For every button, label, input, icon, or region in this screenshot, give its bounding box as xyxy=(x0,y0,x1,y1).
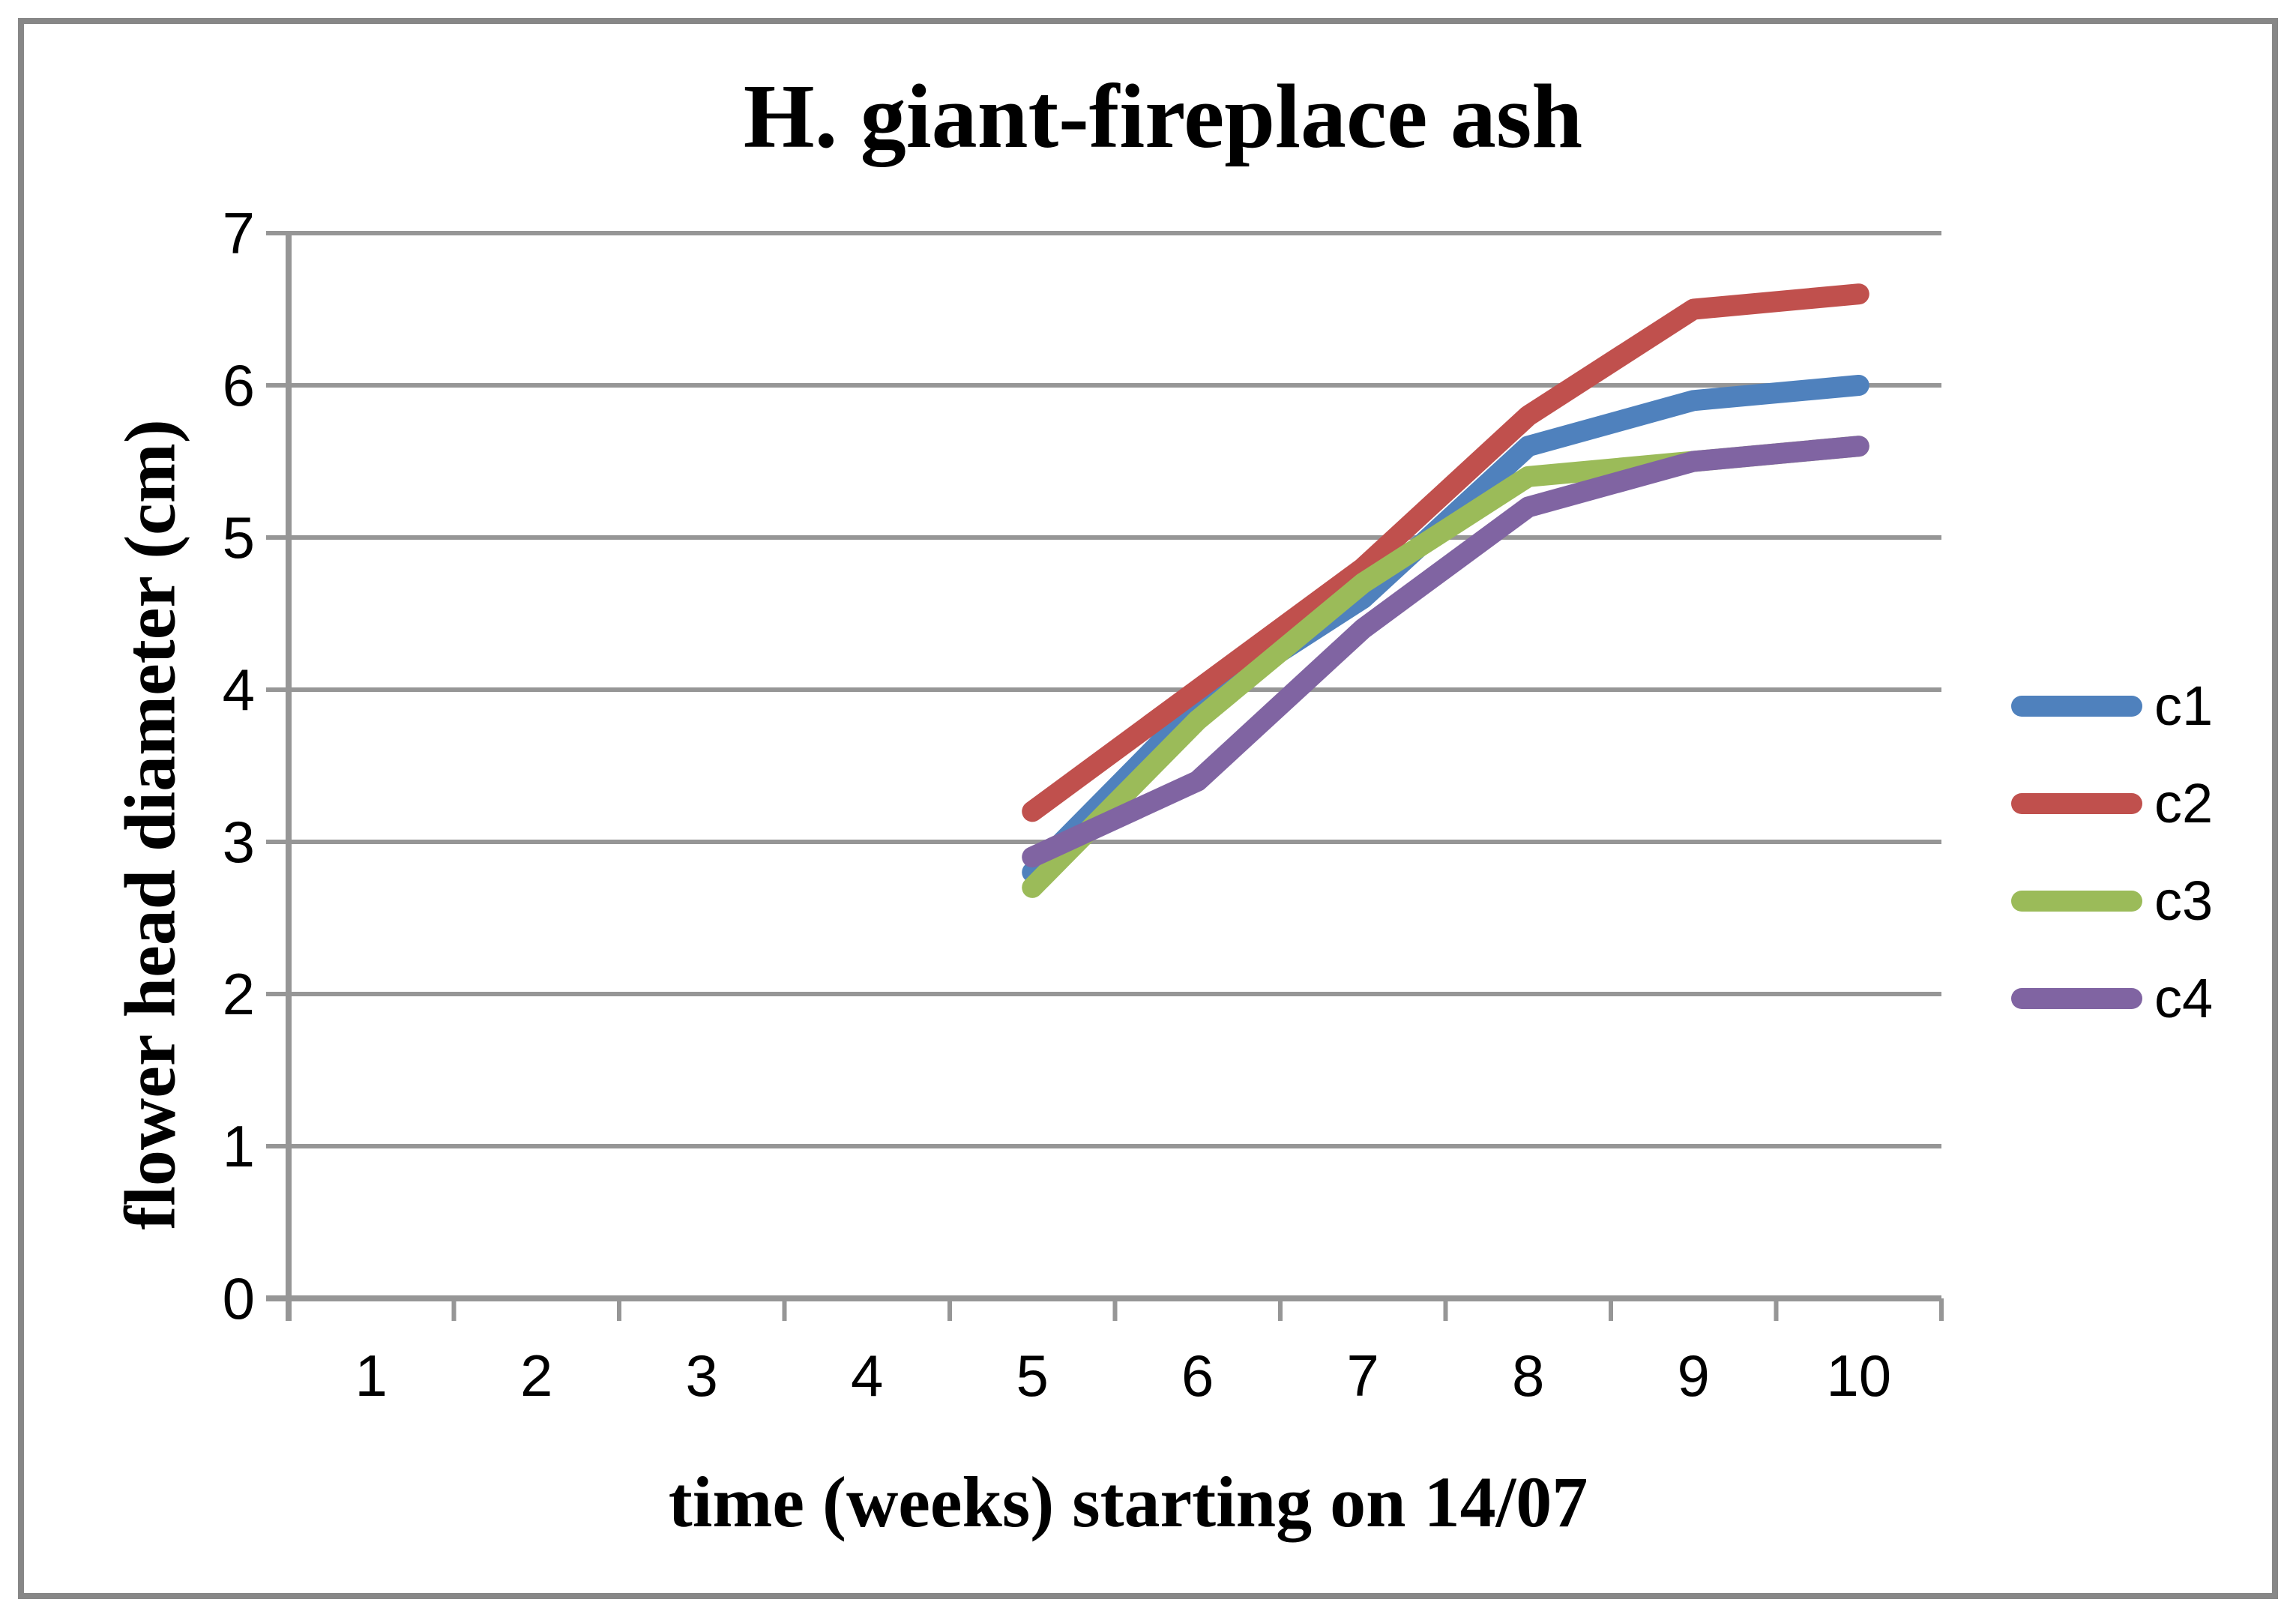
x-tick-label-6: 6 xyxy=(1181,1343,1214,1409)
legend-entry-c4: c4 xyxy=(2011,961,2213,1036)
y-tick-label-5: 5 xyxy=(223,505,255,570)
legend-label-c2: c2 xyxy=(2154,772,2214,834)
x-axis-title: time (weeks) starting on 14/07 xyxy=(0,1460,2256,1544)
legend-label-c1: c1 xyxy=(2154,675,2214,737)
series-line-c4 xyxy=(1022,436,1869,868)
x-tick-label-1: 1 xyxy=(355,1343,388,1409)
legend-entry-c2: c2 xyxy=(2011,766,2213,841)
y-tick-label-6: 6 xyxy=(223,352,255,418)
legend-swatch-c1 xyxy=(2011,696,2142,717)
legend-entry-c1: c1 xyxy=(2011,669,2213,744)
y-tick-label-0: 0 xyxy=(223,1265,255,1331)
x-tick-label-2: 2 xyxy=(520,1343,552,1409)
y-tick-label-4: 4 xyxy=(223,657,255,723)
chart-title: H. giant-fireplace ash xyxy=(743,66,1583,167)
legend-label-c4: c4 xyxy=(2154,967,2214,1029)
legend-label-c3: c3 xyxy=(2154,870,2214,932)
y-tick-label-7: 7 xyxy=(223,200,255,266)
legend-swatch-c2 xyxy=(2011,793,2142,814)
y-tick-label-2: 2 xyxy=(223,961,255,1027)
series-line-c2 xyxy=(1022,283,1869,822)
x-tick-label-7: 7 xyxy=(1347,1343,1379,1409)
y-tick-label-1: 1 xyxy=(223,1113,255,1179)
x-tick-label-4: 4 xyxy=(851,1343,883,1409)
legend-swatch-c4 xyxy=(2011,988,2142,1009)
x-tick-label-10: 10 xyxy=(1826,1343,1891,1409)
legend-swatch-c3 xyxy=(2011,891,2142,912)
x-tick-label-3: 3 xyxy=(686,1343,718,1409)
x-tick-label-5: 5 xyxy=(1016,1343,1049,1409)
chart-outer-border xyxy=(18,18,2278,1599)
x-tick-label-9: 9 xyxy=(1678,1343,1710,1409)
legend: c1 c2 c3 c4 xyxy=(2011,0,2281,1617)
legend-entry-c3: c3 xyxy=(2011,864,2213,939)
y-axis-title-text: flower head diameter (cm) xyxy=(109,419,190,1230)
x-tick-label-8: 8 xyxy=(1512,1343,1544,1409)
y-tick-label-3: 3 xyxy=(223,809,255,875)
x-axis-title-text: time (weeks) starting on 14/07 xyxy=(668,1462,1588,1542)
